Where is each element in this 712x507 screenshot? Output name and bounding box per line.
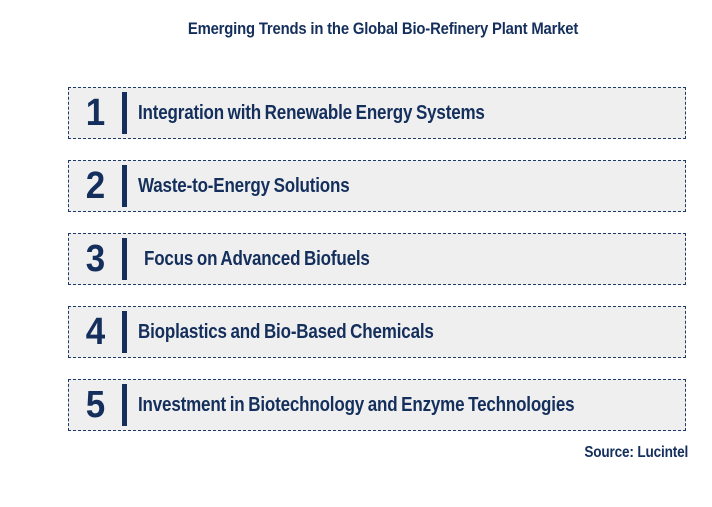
divider-bar: [122, 384, 127, 426]
trend-number: 1: [85, 92, 106, 134]
trend-row: 4 Bioplastics and Bio-Based Chemicals: [68, 306, 686, 358]
trend-number: 5: [85, 384, 106, 426]
trend-row: 1 Integration with Renewable Energy Syst…: [68, 87, 686, 139]
trend-label: Integration with Renewable Energy System…: [138, 101, 485, 124]
trend-list: 1 Integration with Renewable Energy Syst…: [68, 87, 686, 452]
divider-bar: [122, 238, 127, 280]
divider-bar: [122, 165, 127, 207]
infographic-title: Emerging Trends in the Global Bio-Refine…: [187, 20, 579, 38]
trend-number: 2: [85, 165, 106, 207]
trend-label: Waste-to-Energy Solutions: [138, 174, 350, 197]
divider-bar: [122, 92, 127, 134]
trend-label: Bioplastics and Bio-Based Chemicals: [138, 320, 434, 343]
trend-row: 5 Investment in Biotechnology and Enzyme…: [68, 379, 686, 431]
trend-label: Investment in Biotechnology and Enzyme T…: [138, 393, 575, 416]
source-credit: Source: Lucintel: [584, 444, 688, 461]
trend-row: 2 Waste-to-Energy Solutions: [68, 160, 686, 212]
trend-number: 4: [85, 311, 106, 353]
divider-bar: [122, 311, 127, 353]
trend-row: 3 Focus on Advanced Biofuels: [68, 233, 686, 285]
trend-number: 3: [85, 238, 106, 280]
trend-label: Focus on Advanced Biofuels: [144, 247, 370, 270]
